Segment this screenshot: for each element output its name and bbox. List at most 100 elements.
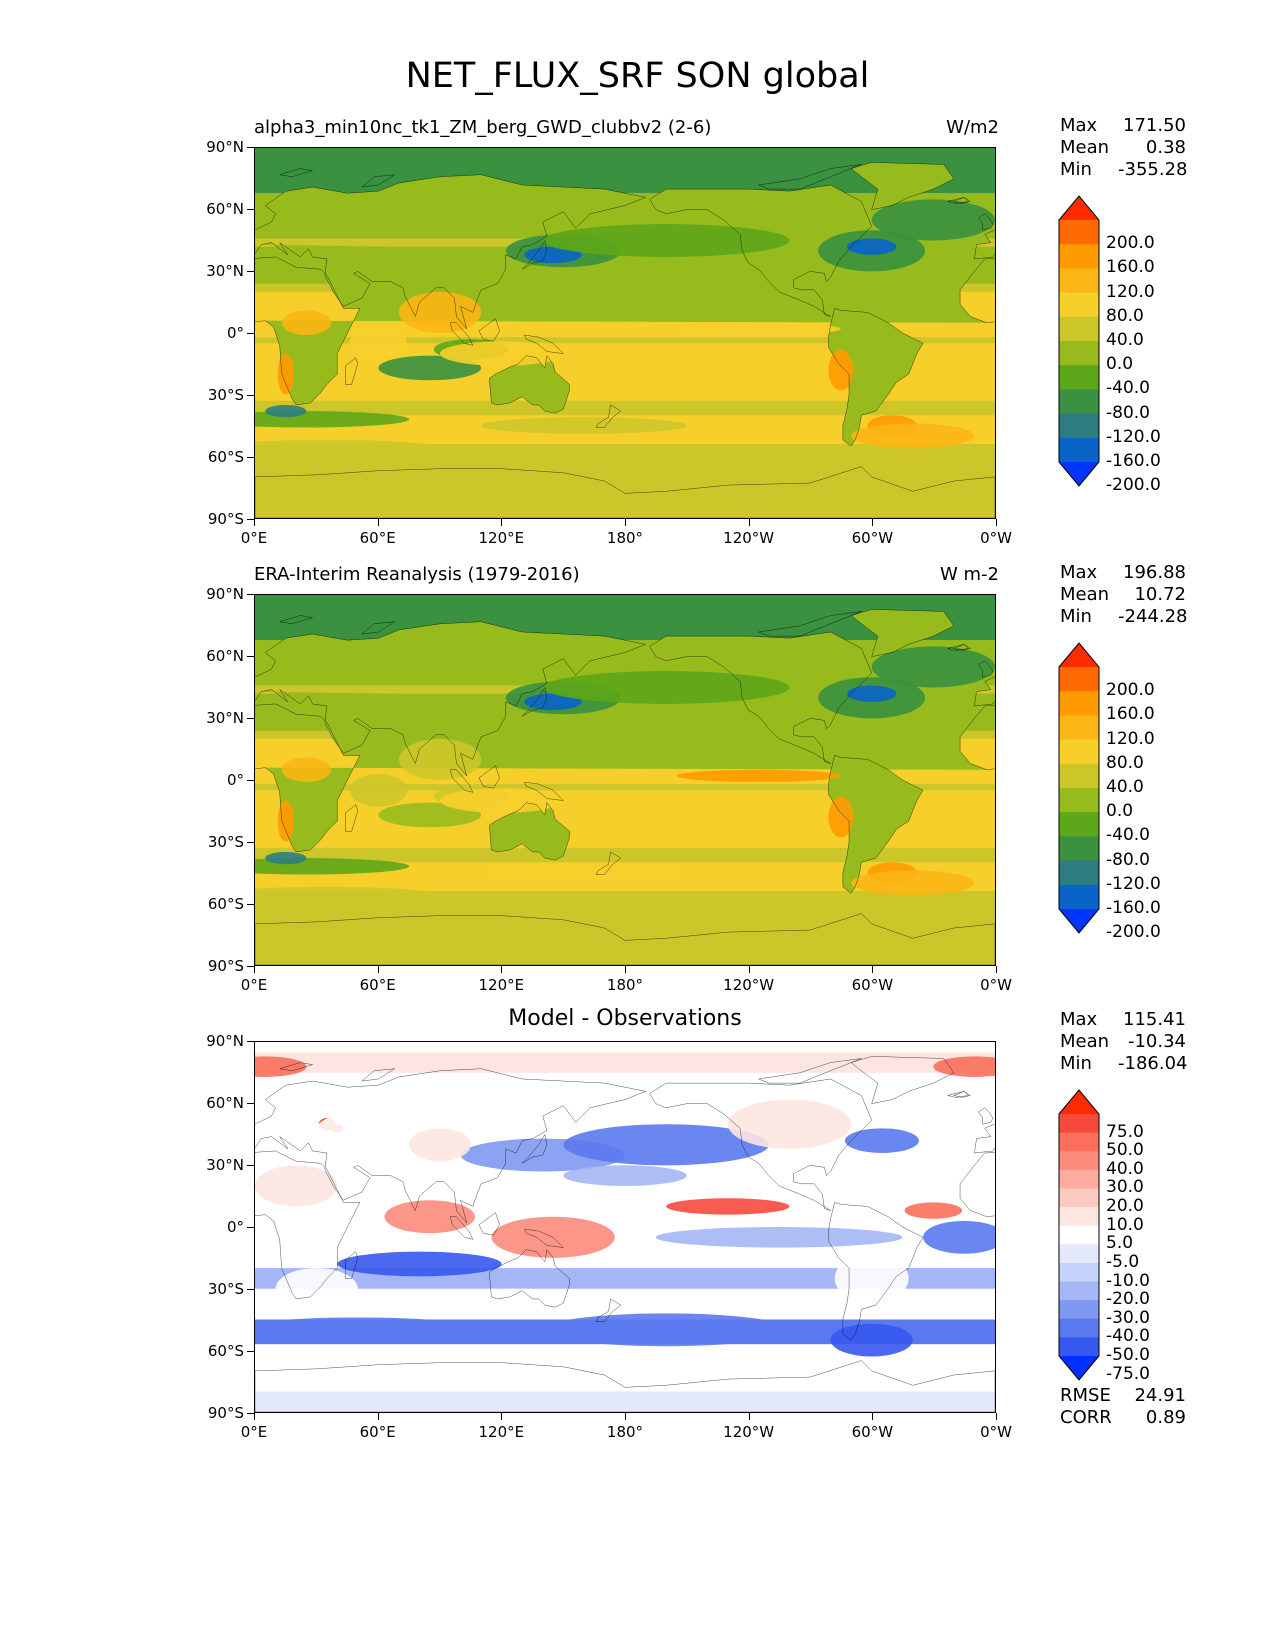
y-tick-label: 0°	[226, 324, 244, 342]
colorbar-swatch	[1059, 1169, 1099, 1189]
stat-mean: Mean 0.38	[1060, 137, 1186, 159]
x-tick-label: 120°E	[478, 976, 525, 994]
coastline-madagascar	[345, 805, 357, 832]
coastline-madagascar	[345, 1252, 357, 1279]
stat-mean-value: 0.38	[1145, 137, 1186, 158]
y-tick	[247, 718, 254, 719]
field-blob	[255, 1317, 482, 1343]
land-shading	[489, 355, 570, 414]
stat-min-value: -244.28	[1118, 606, 1188, 627]
colorbar-label: 160.0	[1106, 257, 1155, 278]
y-tick-label: 90°N	[206, 138, 244, 156]
stat-min: Min -244.28	[1060, 606, 1188, 628]
colorbar-swatch	[1059, 643, 1099, 667]
coastline-newguinea	[524, 1229, 563, 1248]
colorbar-swatch	[1059, 1318, 1099, 1338]
x-tick-label: 0°W	[980, 529, 1012, 547]
map-frame	[254, 594, 996, 966]
colorbar-swatch	[1059, 1151, 1099, 1171]
x-tick-label: 120°E	[478, 1423, 525, 1441]
y-tick	[247, 966, 254, 967]
x-tick-label: 120°W	[723, 529, 775, 547]
colorbar-swatch	[1059, 1207, 1099, 1227]
x-tick-label: 60°E	[359, 1423, 396, 1441]
y-tick-label: 90°S	[207, 510, 244, 528]
y-tick-label: 30°S	[207, 386, 244, 404]
field-blob	[933, 1056, 995, 1077]
colorbar-label: -200.0	[1106, 922, 1161, 943]
coastline-svalbard	[280, 169, 313, 177]
x-tick	[625, 519, 626, 526]
coastline-sumatra	[450, 323, 473, 346]
colorbar-label: 30.0	[1106, 1177, 1144, 1198]
field-zone	[255, 1354, 995, 1367]
field-blob	[871, 199, 995, 241]
colorbar-label: -50.0	[1106, 1345, 1150, 1365]
land-shading	[489, 802, 570, 861]
colorbar-label: -160.0	[1106, 451, 1161, 471]
field-statistics: Max 196.88 Mean 10.72 Min -244.28	[1060, 562, 1188, 628]
colorbar-swatch	[1059, 739, 1099, 765]
colorbar-label: 160.0	[1106, 704, 1155, 725]
stat-max-label: Max	[1060, 1009, 1098, 1030]
coastline-sumatra	[450, 770, 473, 793]
field-blob	[481, 417, 687, 434]
x-tick-label: 180°	[606, 1423, 644, 1441]
coastline-madagascar	[345, 358, 357, 385]
x-tick	[748, 966, 750, 973]
coastline-samerica	[829, 755, 924, 893]
y-tick-label: 60°S	[207, 1342, 244, 1360]
y-tick-label: 60°S	[207, 448, 244, 466]
colorbar-label: 80.0	[1106, 305, 1144, 326]
x-tick	[254, 1413, 255, 1420]
x-tick-label: 0°E	[240, 1423, 268, 1441]
y-tick-label: 90°N	[206, 585, 244, 603]
field-blob	[676, 769, 841, 783]
land-shading	[259, 174, 993, 329]
field-zone	[255, 487, 995, 518]
colorbar-swatch	[1059, 268, 1099, 294]
coastline-newguinea	[524, 782, 563, 801]
x-tick	[872, 966, 874, 973]
colorbar-swatch	[1059, 1132, 1099, 1152]
field-blob	[904, 1202, 963, 1219]
coastline-uk	[979, 661, 993, 677]
x-tick-label: 180°	[606, 976, 644, 994]
colorbar-label: 40.0	[1106, 1158, 1144, 1179]
stat-rmse: RMSE 24.91	[1060, 1385, 1186, 1407]
field-blob	[378, 355, 482, 381]
field-blob	[573, 895, 780, 912]
coastline-novaya	[362, 1069, 395, 1081]
stat-max-value: 171.50	[1123, 115, 1186, 136]
field-blob	[349, 326, 408, 360]
stat-max-label: Max	[1060, 115, 1098, 136]
colorbar-swatch	[1059, 413, 1099, 439]
panel-title: alpha3_min10nc_tk1_ZM_berg_GWD_clubbv2 (…	[254, 117, 712, 138]
field-blob	[277, 353, 295, 395]
colorbar-swatch	[1059, 1244, 1099, 1264]
y-tick-label: 90°N	[206, 1032, 244, 1050]
land-shading	[828, 755, 924, 894]
colorbar-label: -75.0	[1106, 1363, 1150, 1384]
y-tick-label: 30°S	[207, 1280, 244, 1298]
colorbar-label: 200.0	[1106, 233, 1155, 254]
field-blob	[440, 341, 564, 366]
coastline-japan	[522, 688, 547, 717]
x-tick	[254, 519, 255, 526]
y-tick	[247, 209, 254, 210]
colorbar-outline	[1058, 642, 1100, 934]
error-statistics: RMSE 24.91 CORR 0.89	[1060, 1385, 1186, 1429]
stat-mean-value: -10.34	[1127, 1031, 1186, 1052]
field-blob	[828, 349, 854, 391]
coastline-australia	[489, 356, 569, 414]
coastline-svalbard	[280, 1063, 313, 1071]
field-blob	[847, 238, 897, 255]
y-tick-label: 0°	[226, 1218, 244, 1236]
colorbar-label: 120.0	[1106, 281, 1155, 302]
colorbar-swatch	[1059, 1114, 1099, 1134]
map-frame	[254, 1041, 996, 1413]
land-shading	[828, 308, 924, 447]
map-field	[255, 1042, 995, 1412]
colorbar-label: 20.0	[1106, 1196, 1144, 1217]
y-tick-label: 60°N	[206, 647, 244, 665]
